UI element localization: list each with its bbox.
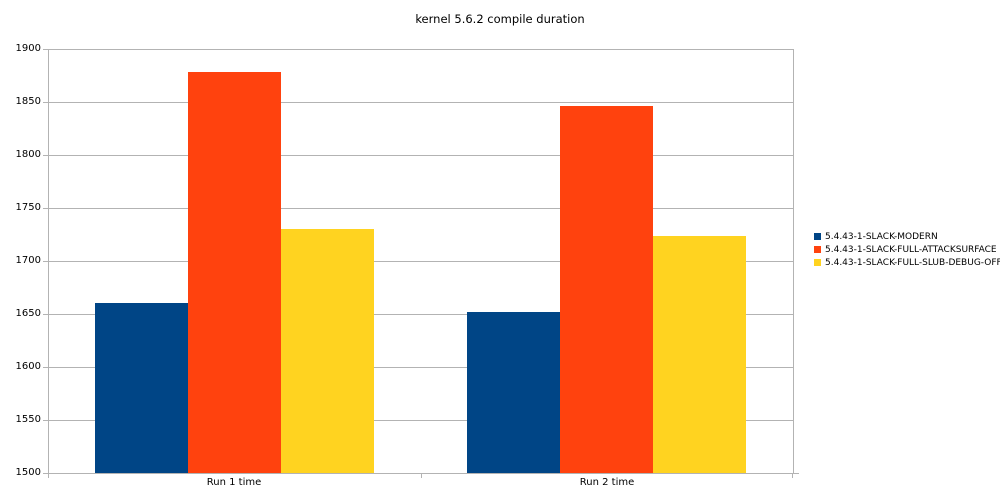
y-gridline — [49, 420, 793, 421]
y-gridline — [49, 49, 793, 50]
y-gridline — [49, 102, 793, 103]
x-category-label: Run 1 time — [206, 477, 262, 488]
legend-item: 5.4.43-1-SLACK-FULL-ATTACKSURFACE — [814, 243, 1000, 256]
y-tick-label: 1700 — [15, 255, 41, 266]
x-axis-tick — [421, 474, 422, 478]
x-category-label: Run 2 time — [579, 477, 635, 488]
y-axis-tick — [43, 49, 48, 50]
y-axis-tick — [43, 102, 48, 103]
legend-label: 5.4.43-1-SLACK-FULL-ATTACKSURFACE — [825, 244, 997, 255]
y-tick-label: 1500 — [15, 467, 41, 478]
legend-label: 5.4.43-1-SLACK-MODERN — [825, 231, 938, 242]
legend: 5.4.43-1-SLACK-MODERN 5.4.43-1-SLACK-FULL… — [814, 230, 1000, 269]
bar-series3-cat1 — [281, 229, 374, 473]
x-axis-end-tick — [794, 473, 799, 474]
y-gridline — [49, 367, 793, 368]
bar-series1-cat1 — [95, 303, 188, 473]
x-axis-tick — [792, 474, 793, 478]
y-axis-tick — [43, 420, 48, 421]
legend-item: 5.4.43-1-SLACK-MODERN — [814, 230, 1000, 243]
y-tick-label: 1600 — [15, 361, 41, 372]
y-gridline — [49, 261, 793, 262]
bar-series1-cat2 — [467, 312, 560, 473]
y-gridline — [49, 208, 793, 209]
y-axis-tick — [43, 473, 48, 474]
y-gridline — [49, 314, 793, 315]
y-tick-label: 1750 — [15, 202, 41, 213]
y-axis-tick — [43, 261, 48, 262]
y-tick-label: 1900 — [15, 43, 41, 54]
y-tick-label: 1550 — [15, 414, 41, 425]
legend-swatch-icon — [814, 233, 821, 240]
y-axis-tick — [43, 208, 48, 209]
y-tick-label: 1850 — [15, 96, 41, 107]
bar-series2-cat1 — [188, 72, 281, 473]
y-tick-label: 1650 — [15, 308, 41, 319]
y-axis-tick — [43, 155, 48, 156]
chart-title: kernel 5.6.2 compile duration — [415, 12, 585, 26]
plot-area — [48, 49, 794, 474]
x-axis-tick — [48, 474, 49, 478]
legend-swatch-icon — [814, 246, 821, 253]
bar-series2-cat2 — [560, 106, 653, 473]
y-tick-label: 1800 — [15, 149, 41, 160]
legend-item: 5.4.43-1-SLACK-FULL-SLUB-DEBUG-OFF — [814, 256, 1000, 269]
y-gridline — [49, 155, 793, 156]
legend-swatch-icon — [814, 259, 821, 266]
y-axis-tick — [43, 314, 48, 315]
legend-label: 5.4.43-1-SLACK-FULL-SLUB-DEBUG-OFF — [825, 257, 1000, 268]
bar-series3-cat2 — [653, 236, 746, 473]
y-axis-tick — [43, 367, 48, 368]
